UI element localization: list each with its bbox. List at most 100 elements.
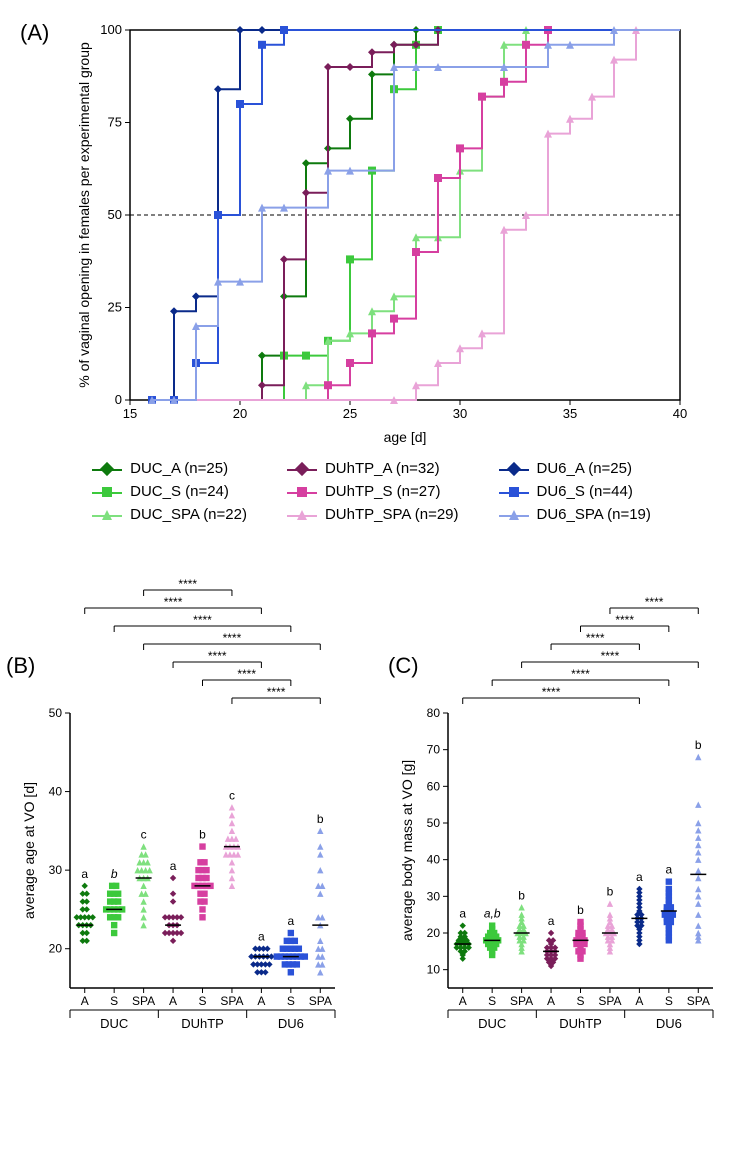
svg-text:S: S: [198, 994, 206, 1008]
svg-text:100: 100: [100, 22, 122, 37]
svg-text:A: A: [169, 994, 177, 1008]
svg-text:****: ****: [164, 595, 183, 609]
svg-text:30: 30: [453, 406, 467, 421]
svg-text:b: b: [518, 888, 525, 902]
svg-text:A: A: [459, 994, 467, 1008]
svg-text:****: ****: [208, 649, 227, 663]
svg-text:****: ****: [571, 667, 590, 681]
svg-text:DUhTP: DUhTP: [181, 1016, 224, 1031]
svg-text:40: 40: [49, 785, 63, 799]
legend-label: DU6_SPA (n=19): [537, 506, 651, 523]
legend-item: DUC_SPA (n=22): [92, 506, 247, 523]
svg-text:75: 75: [108, 115, 122, 130]
svg-text:average age at VO [d]: average age at VO [d]: [21, 782, 37, 919]
legend-label: DUC_S (n=24): [130, 483, 229, 500]
svg-text:SPA: SPA: [687, 994, 710, 1008]
figure-container: (A) 0255075100152025303540% of vaginal o…: [20, 20, 723, 1043]
svg-text:a: a: [459, 907, 466, 921]
legend-label: DUhTP_A (n=32): [325, 460, 440, 477]
legend-label: DU6_A (n=25): [537, 460, 632, 477]
svg-text:30: 30: [49, 863, 63, 877]
svg-text:a: a: [170, 859, 177, 873]
svg-text:A: A: [81, 994, 89, 1008]
legend-item: DU6_S (n=44): [499, 483, 651, 500]
svg-text:35: 35: [563, 406, 577, 421]
svg-text:****: ****: [267, 685, 286, 699]
svg-text:****: ****: [193, 613, 212, 627]
svg-text:b: b: [607, 885, 614, 899]
svg-text:****: ****: [178, 577, 197, 591]
svg-text:a: a: [636, 870, 643, 884]
legend-label: DU6_S (n=44): [537, 483, 633, 500]
svg-text:80: 80: [427, 706, 441, 720]
svg-text:b: b: [317, 812, 324, 826]
svg-text:DUC: DUC: [478, 1016, 506, 1031]
svg-text:c: c: [141, 828, 147, 842]
legend-label: DUC_SPA (n=22): [130, 506, 247, 523]
svg-text:S: S: [488, 994, 496, 1008]
legend-item: DUhTP_S (n=27): [287, 483, 459, 500]
svg-text:****: ****: [542, 685, 561, 699]
svg-text:50: 50: [108, 207, 122, 222]
svg-text:****: ****: [601, 649, 620, 663]
svg-text:b: b: [111, 867, 118, 881]
svg-text:40: 40: [427, 853, 441, 867]
svg-text:30: 30: [427, 889, 441, 903]
svg-text:a: a: [548, 914, 555, 928]
svg-text:b: b: [695, 738, 702, 752]
svg-text:S: S: [110, 994, 118, 1008]
svg-text:60: 60: [427, 779, 441, 793]
svg-text:A: A: [257, 994, 265, 1008]
svg-text:****: ****: [237, 667, 256, 681]
svg-text:SPA: SPA: [510, 994, 533, 1008]
panel-a-legend: DUC_A (n=25) DUC_S (n=24) DUC_SPA (n=22) DU…: [20, 460, 723, 523]
svg-text:SPA: SPA: [598, 994, 621, 1008]
panel-c-chart: 1020304050607080average body mass at VO …: [398, 573, 723, 1043]
panel-bc-row: (B) 20304050average age at VO [d]ASSPAAS…: [20, 573, 723, 1043]
svg-text:****: ****: [645, 595, 664, 609]
legend-item: DUC_S (n=24): [92, 483, 247, 500]
svg-text:DUhTP: DUhTP: [559, 1016, 602, 1031]
svg-text:c: c: [229, 788, 235, 802]
svg-text:0: 0: [115, 392, 122, 407]
svg-text:SPA: SPA: [220, 994, 243, 1008]
legend-item: DU6_SPA (n=19): [499, 506, 651, 523]
panel-a-label: (A): [20, 20, 49, 46]
svg-text:age [d]: age [d]: [384, 429, 427, 445]
svg-text:S: S: [665, 994, 673, 1008]
legend-item: DUhTP_SPA (n=29): [287, 506, 459, 523]
svg-text:40: 40: [673, 406, 687, 421]
panel-a-chart: 0255075100152025303540% of vaginal openi…: [75, 20, 695, 450]
svg-text:% of vaginal opening in female: % of vaginal opening in females per expe…: [76, 42, 92, 388]
svg-text:****: ****: [586, 631, 605, 645]
svg-text:S: S: [287, 994, 295, 1008]
svg-text:A: A: [547, 994, 555, 1008]
svg-text:DU6: DU6: [278, 1016, 304, 1031]
svg-text:20: 20: [49, 942, 63, 956]
legend-label: DUhTP_S (n=27): [325, 483, 440, 500]
svg-text:70: 70: [427, 743, 441, 757]
svg-text:DU6: DU6: [656, 1016, 682, 1031]
legend-item: DUhTP_A (n=32): [287, 460, 459, 477]
svg-text:a: a: [665, 863, 672, 877]
legend-item: DU6_A (n=25): [499, 460, 651, 477]
svg-text:10: 10: [427, 963, 441, 977]
legend-label: DUC_A (n=25): [130, 460, 228, 477]
svg-text:b: b: [577, 903, 584, 917]
svg-text:20: 20: [233, 406, 247, 421]
svg-text:a: a: [81, 867, 88, 881]
svg-text:****: ****: [615, 613, 634, 627]
svg-text:15: 15: [123, 406, 137, 421]
svg-text:50: 50: [427, 816, 441, 830]
svg-text:SPA: SPA: [132, 994, 155, 1008]
svg-text:A: A: [635, 994, 643, 1008]
legend-item: DUC_A (n=25): [92, 460, 247, 477]
svg-text:50: 50: [49, 706, 63, 720]
svg-text:DUC: DUC: [100, 1016, 128, 1031]
panel-b-chart: 20 30 40 50 average age at VO [d] A S SPA A S SPA A…: [20, 573, 345, 1043]
svg-text:S: S: [576, 994, 584, 1008]
svg-text:SPA: SPA: [309, 994, 332, 1008]
svg-text:average body mass at VO [g]: average body mass at VO [g]: [399, 760, 415, 941]
svg-text:25: 25: [343, 406, 357, 421]
svg-text:****: ****: [223, 631, 242, 645]
